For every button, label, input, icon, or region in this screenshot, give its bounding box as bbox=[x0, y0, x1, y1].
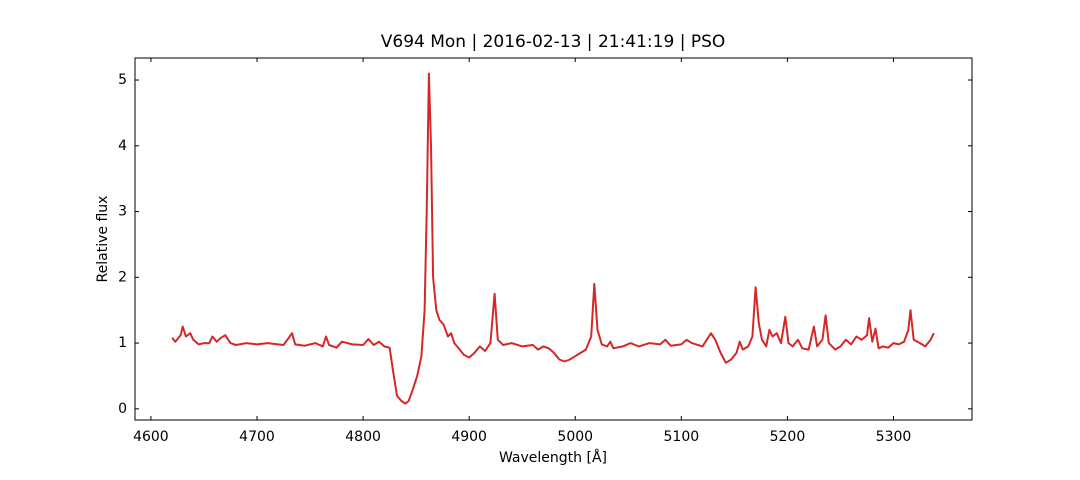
x-tick-label: 5200 bbox=[770, 429, 806, 445]
y-tick-label: 4 bbox=[118, 138, 127, 154]
y-tick-label: 0 bbox=[118, 401, 127, 417]
plot-frame bbox=[134, 57, 973, 421]
x-tick-label: 4600 bbox=[133, 429, 169, 445]
x-axis-label: Wavelength [Å] bbox=[499, 449, 607, 466]
x-tick-label: 5300 bbox=[876, 429, 912, 445]
x-tick-label: 4800 bbox=[345, 429, 381, 445]
x-tick-label: 4700 bbox=[239, 429, 275, 445]
y-tick-label: 3 bbox=[118, 204, 127, 220]
y-tick-label: 5 bbox=[118, 72, 127, 88]
x-tick-label: 4900 bbox=[451, 429, 487, 445]
x-tick-label: 5100 bbox=[664, 429, 700, 445]
spectrum-line bbox=[171, 72, 935, 405]
y-axis-label: Relative flux bbox=[95, 196, 111, 283]
x-tick-label: 5000 bbox=[557, 429, 593, 445]
y-tick-label: 1 bbox=[118, 335, 127, 351]
chart-title: V694 Mon | 2016-02-13 | 21:41:19 | PSO bbox=[381, 32, 726, 52]
y-tick-label: 2 bbox=[118, 269, 127, 285]
